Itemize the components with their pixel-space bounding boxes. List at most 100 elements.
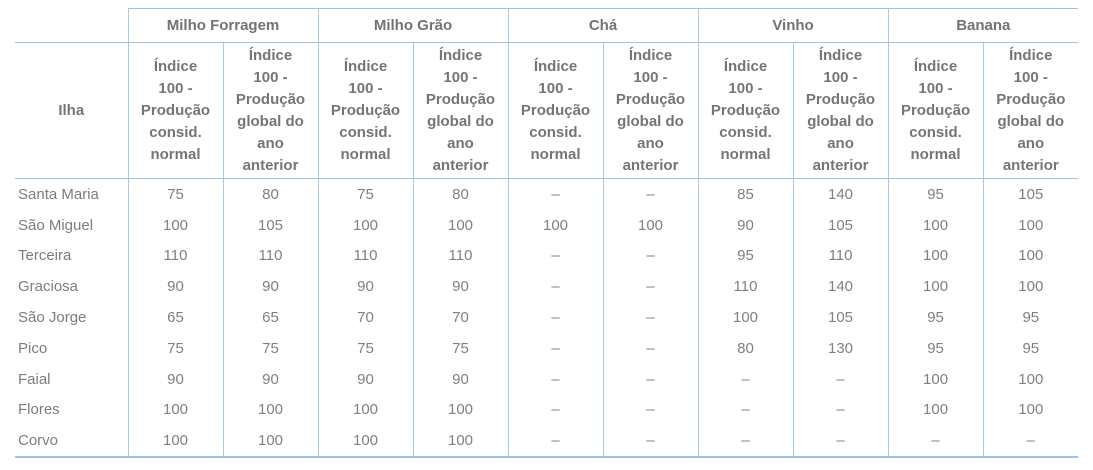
value-cell: 90: [317, 271, 414, 303]
table-row: Terceira 110 110 110 110– –95 110 100 100: [15, 240, 1079, 272]
value-cell: 75: [412, 332, 509, 364]
group-header-vinho: Vinho: [697, 8, 889, 43]
value-cell: 140: [792, 271, 889, 303]
value-cell: 110: [792, 240, 889, 272]
value-cell: 100: [127, 425, 223, 459]
subheader-milho-grao-anterior: Índice 100 - Produção global do ano ante…: [412, 42, 509, 179]
group-header-milho-forragem: Milho Forragem: [127, 8, 319, 43]
value-cell: –: [507, 332, 604, 364]
subheader-cha-normal: Índice 100 - Produção consid. normal: [507, 42, 604, 179]
subheader-vinho-normal: Índice 100 - Produção consid. normal: [697, 42, 794, 179]
group-header-cha: Chá: [507, 8, 699, 43]
corner-cell: [15, 8, 128, 43]
value-cell: –: [602, 240, 699, 272]
value-cell: 100: [412, 394, 509, 426]
row-label-cell: Faial: [18, 370, 51, 388]
table-row: Corvo 100 100 100 100– – – – – –: [15, 425, 1079, 459]
value-cell: 100: [127, 209, 223, 241]
value-cell: 110: [412, 240, 509, 272]
value-cell: –: [507, 271, 604, 303]
row-label-cell: Corvo: [15, 425, 128, 459]
table-row: Santa Maria 75 80 75 80– –85 140 95 105: [15, 178, 1079, 210]
value-cell: 100: [697, 302, 794, 333]
value-cell: 105: [792, 302, 889, 333]
value-cell: 65: [222, 302, 319, 333]
value-cell: 75: [127, 332, 223, 364]
value-cell: 100: [412, 209, 509, 241]
value-cell: –: [982, 425, 1079, 459]
value-cell: 100: [507, 209, 604, 241]
value-cell: –: [887, 425, 984, 459]
subheader-milho-forragem-normal: Índice 100 - Produção consid. normal: [127, 42, 223, 179]
table-row: Graciosa 90 90 90 90– –110 140 100 100: [15, 271, 1079, 303]
value-cell: 95: [887, 302, 984, 333]
row-label-cell: Flores: [18, 401, 60, 419]
subheader-row: Ilha Índice 100 - Produção consid. norma…: [15, 42, 1079, 179]
value-cell: 90: [222, 363, 319, 395]
row-label-cell: Graciosa: [18, 278, 79, 296]
row-label-cell: Santa Maria: [18, 185, 99, 203]
value-cell: 90: [317, 363, 414, 395]
value-cell: 75: [317, 332, 414, 364]
value-cell: –: [507, 178, 604, 210]
value-cell: 95: [887, 178, 984, 210]
subheader-banana-anterior: Índice 100 - Produção global do ano ante…: [982, 42, 1079, 179]
value-cell: 90: [222, 271, 319, 303]
value-cell: 100: [982, 271, 1079, 303]
value-cell: 100: [317, 425, 414, 459]
value-cell: 90: [697, 209, 794, 241]
table-row: Flores 100 100 100 100– – – –100 100: [15, 394, 1079, 426]
value-cell: 95: [982, 332, 1079, 364]
value-cell: –: [602, 271, 699, 303]
value-cell: 100: [887, 271, 984, 303]
value-cell: 95: [887, 332, 984, 364]
row-label-cell: São Miguel: [18, 216, 94, 234]
value-cell: 95: [697, 240, 794, 272]
value-cell: 80: [697, 332, 794, 364]
value-cell: 100: [887, 240, 984, 272]
table-body: Santa Maria 75 80 75 80– –85 140 95 105 São Migue…: [15, 178, 1079, 459]
value-cell: 100: [887, 394, 984, 426]
table-row: Pico 75 75 75 75– –80 130 95 95: [15, 332, 1079, 364]
value-cell: 110: [697, 271, 794, 303]
value-cell: –: [792, 363, 889, 395]
value-cell: 100: [602, 209, 699, 241]
value-cell: 100: [412, 425, 509, 459]
value-cell: –: [602, 363, 699, 395]
value-cell: 100: [222, 425, 319, 459]
value-cell: –: [602, 425, 699, 459]
value-cell: 105: [222, 209, 319, 241]
value-cell: –: [697, 425, 794, 459]
group-header-milho-grao: Milho Grão: [317, 8, 509, 43]
value-cell: 90: [127, 271, 223, 303]
production-index-table: Milho Forragem Milho Grão Chá Vinho Bana…: [15, 8, 1079, 459]
value-cell: –: [697, 394, 794, 426]
value-cell: 100: [982, 240, 1079, 272]
table-row: São Jorge 65 65 70 70– –100 105 95 95: [15, 302, 1079, 333]
value-cell: 100: [982, 209, 1079, 241]
value-cell: 75: [222, 332, 319, 364]
value-cell: 90: [127, 363, 223, 395]
row-label-cell: Pico: [18, 339, 48, 357]
value-cell: 100: [222, 394, 319, 426]
value-cell: 90: [412, 363, 509, 395]
row-label-cell: São Jorge: [18, 309, 87, 327]
value-cell: 100: [982, 394, 1079, 426]
value-cell: –: [507, 394, 604, 426]
value-cell: 100: [887, 363, 984, 395]
value-cell: 100: [317, 209, 414, 241]
subheader-banana-normal: Índice 100 - Produção consid. normal: [887, 42, 984, 179]
value-cell: 70: [412, 302, 509, 333]
value-cell: 100: [982, 363, 1079, 395]
value-cell: 110: [317, 240, 414, 272]
value-cell: 110: [222, 240, 319, 272]
value-cell: –: [507, 302, 604, 333]
subheader-cha-anterior: Índice 100 - Produção global do ano ante…: [602, 42, 699, 179]
value-cell: 110: [127, 240, 223, 272]
group-header-banana: Banana: [887, 8, 1079, 43]
value-cell: –: [697, 363, 794, 395]
value-cell: –: [507, 425, 604, 459]
value-cell: 85: [697, 178, 794, 210]
value-cell: 75: [127, 178, 223, 210]
